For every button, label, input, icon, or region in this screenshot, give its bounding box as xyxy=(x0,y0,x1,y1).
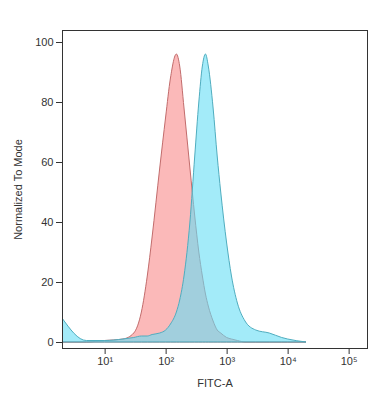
svg-text:10¹: 10¹ xyxy=(97,355,113,367)
svg-text:10⁵: 10⁵ xyxy=(341,355,358,367)
svg-text:Normalized To Mode: Normalized To Mode xyxy=(12,139,24,240)
svg-text:20: 20 xyxy=(41,276,53,288)
svg-text:10⁴: 10⁴ xyxy=(280,355,297,367)
svg-text:0: 0 xyxy=(47,336,53,348)
svg-text:40: 40 xyxy=(41,216,53,228)
svg-text:10²: 10² xyxy=(158,355,174,367)
svg-text:100: 100 xyxy=(35,36,53,48)
svg-text:80: 80 xyxy=(41,96,53,108)
svg-text:60: 60 xyxy=(41,156,53,168)
svg-text:FITC-A: FITC-A xyxy=(197,377,233,389)
svg-text:10³: 10³ xyxy=(219,355,235,367)
